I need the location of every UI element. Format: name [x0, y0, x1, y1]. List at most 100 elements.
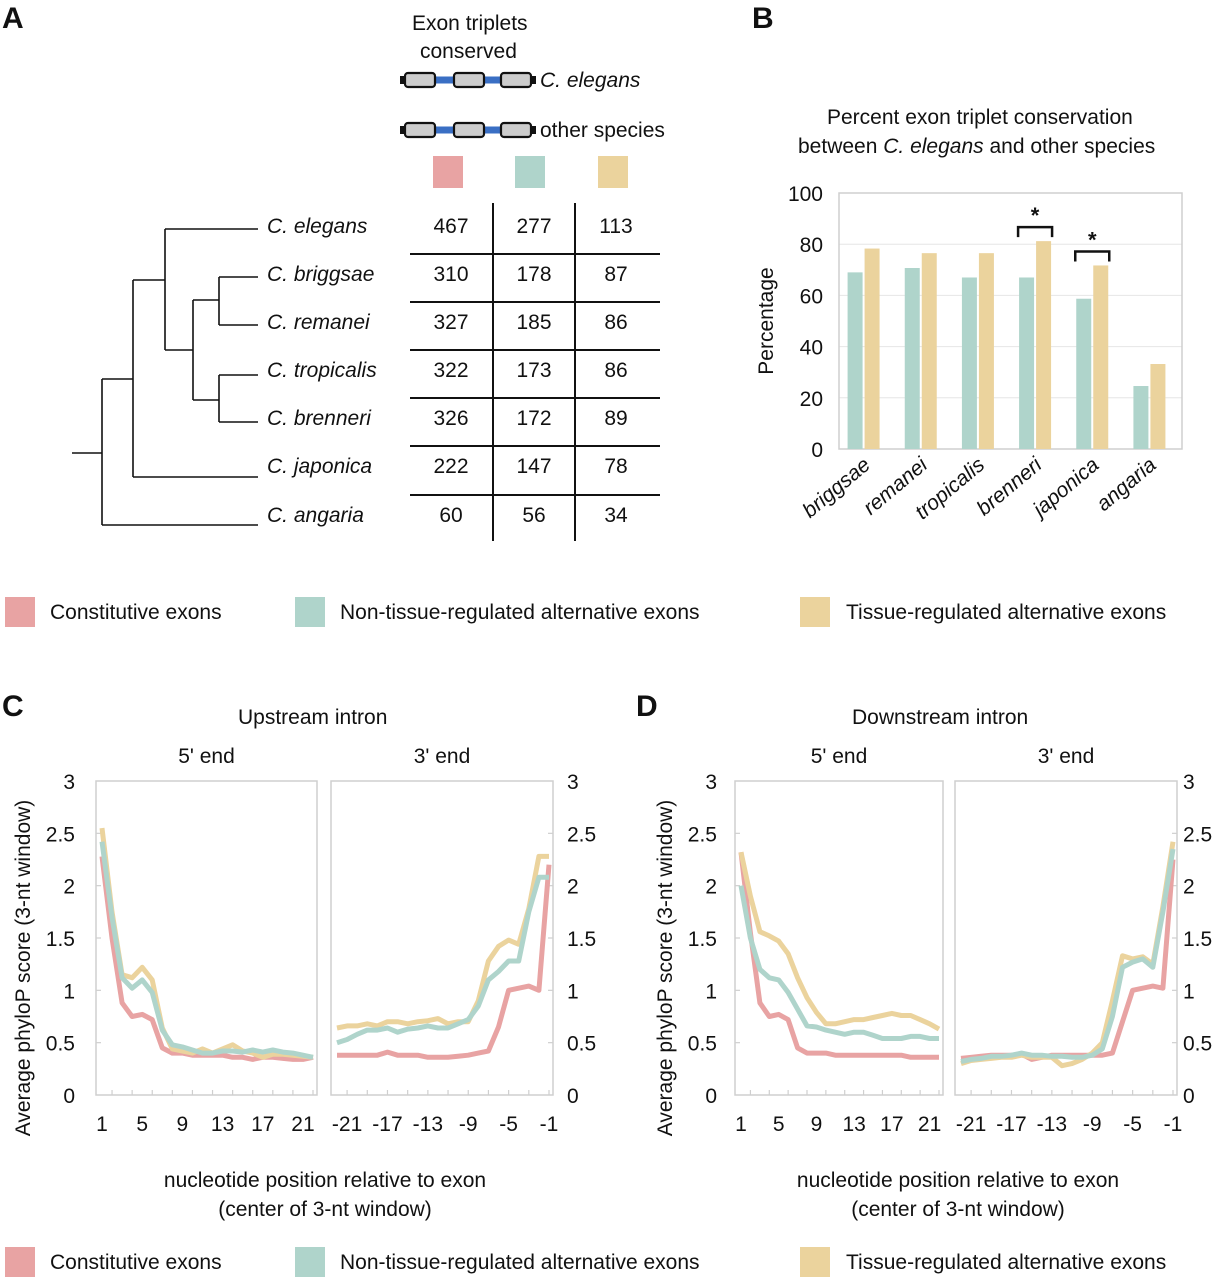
species-label: C. brenneri	[267, 407, 371, 430]
diagram-label-other: other species	[540, 119, 665, 142]
y-tick-label-right: 1	[567, 980, 579, 1003]
chart-b-title-pre: between	[798, 135, 884, 158]
table-cell: 277	[516, 215, 552, 238]
series-line-constitutive	[99, 856, 314, 1062]
series-line-constitutive	[337, 864, 552, 1060]
legend-bottom: Constitutive exons Non-tissue-regulated a…	[0, 1245, 1232, 1285]
y-tick-label-right: 2	[1183, 876, 1195, 899]
exon-end-cap	[532, 76, 536, 84]
table-cell: 467	[433, 215, 469, 238]
y-axis-label: Average phyloP score (3-nt window)	[654, 800, 677, 1137]
exon-box	[452, 121, 486, 139]
legend-top: Constitutive exons Non-tissue-regulated a…	[0, 595, 1232, 635]
legend-label: Tissue-regulated alternative exons	[846, 1251, 1167, 1274]
table-cell: 89	[604, 407, 628, 430]
exon-box	[452, 71, 486, 89]
y-axis-label: Percentage	[755, 267, 778, 374]
panel-c-letter: C	[2, 690, 24, 723]
legend-label: Non-tissue-regulated alternative exons	[340, 1251, 700, 1274]
bar-tissue	[864, 248, 880, 449]
table-cell: 34	[604, 504, 628, 527]
y-tick-label-left: 2.5	[46, 823, 75, 846]
x-tick-label: -5	[499, 1113, 518, 1136]
exon-end-cap	[400, 126, 404, 134]
table-cell: 86	[604, 311, 628, 334]
bar-non_tissue	[1019, 277, 1035, 449]
table-row: 327 185 86	[410, 311, 660, 339]
x-axis-label-line1: nucleotide position relative to exon	[164, 1169, 486, 1192]
table-row-divider	[410, 493, 660, 496]
table-row: 310 178 87	[410, 263, 660, 291]
bar-non_tissue	[1133, 386, 1149, 449]
series-line-tissue	[99, 827, 314, 1060]
species-label: C. briggsae	[267, 263, 375, 286]
line-chart-c: 0 0 0.5 0.5 1 1 1.5 1.5 2 2 2.5 2.5 3 3 Average phyloP…	[12, 745, 596, 1221]
plot-frame	[954, 780, 1178, 1096]
legend-label: Constitutive exons	[50, 1251, 222, 1274]
series-line-non_tissue	[99, 841, 314, 1060]
subpanel-five-prime: 5' end 1 5 9 13 17 21	[734, 745, 944, 1136]
column-swatch-tissue	[598, 156, 628, 188]
panel-a-header-line2: conserved	[420, 40, 517, 63]
table-cell: 113	[599, 215, 633, 238]
y-tick-label-left: 1	[63, 980, 75, 1003]
series-line-tissue	[336, 853, 549, 1031]
phylogenetic-tree	[72, 228, 258, 526]
chart-c-title: Upstream intron	[238, 706, 388, 729]
bar-non_tissue	[904, 268, 920, 449]
y-tick-label-right: 3	[567, 771, 579, 794]
y-tick-label-right: 0.5	[567, 1033, 596, 1056]
species-label: C. angaria	[267, 504, 364, 527]
x-tick-label: 9	[177, 1113, 189, 1136]
table-column-divider	[492, 203, 494, 541]
y-tick-label-left: 1.5	[688, 928, 717, 951]
y-tick-label-left: 1	[705, 980, 717, 1003]
plot-frame	[838, 192, 1183, 450]
y-tick-label: 100	[788, 183, 823, 206]
y-tick-label-left: 2	[705, 876, 717, 899]
y-tick-label-right: 1.5	[567, 928, 596, 951]
legend-label: Tissue-regulated alternative exons	[846, 601, 1167, 624]
table-cell: 173	[516, 359, 552, 382]
series-line-non_tissue	[738, 885, 939, 1041]
x-tick-label: 1	[96, 1113, 108, 1136]
x-tick-label: -9	[459, 1113, 478, 1136]
diagram-label-elegans: C. elegans	[540, 69, 641, 92]
x-tick-label: 9	[811, 1113, 823, 1136]
subpanel-title: 5' end	[811, 745, 868, 768]
bar-tissue	[921, 253, 937, 449]
bar-tissue	[978, 253, 994, 449]
bar-non_tissue	[847, 272, 863, 449]
x-tick-label: -9	[1083, 1113, 1102, 1136]
y-tick-label-right: 1	[1183, 980, 1195, 1003]
exon-end-cap	[400, 76, 404, 84]
significance-star: *	[1031, 203, 1040, 228]
x-tick-label: 1	[735, 1113, 747, 1136]
species-label: C. elegans	[267, 215, 368, 238]
bar-tissue	[1036, 241, 1052, 449]
table-row-divider	[410, 349, 660, 351]
x-tick-label: angaria	[1092, 453, 1160, 516]
x-axis-label-line2: (center of 3-nt window)	[218, 1198, 432, 1221]
x-axis-label-line2: (center of 3-nt window)	[851, 1198, 1065, 1221]
table-cell: 327	[433, 311, 469, 334]
table-cell: 78	[604, 455, 628, 478]
y-tick-label-left: 3	[705, 771, 717, 794]
exon-triplet-diagram	[400, 71, 536, 139]
chart-b-title-species: C. elegans	[883, 135, 984, 158]
exon-box	[403, 71, 437, 89]
y-tick-label-right: 1.5	[1183, 928, 1212, 951]
table-cell: 222	[433, 455, 469, 478]
exon-end-cap	[532, 126, 536, 134]
x-tick-label: 21	[291, 1113, 314, 1136]
y-tick-label: 60	[800, 285, 823, 308]
table-row-divider	[410, 301, 660, 303]
x-tick-label: -13	[413, 1113, 443, 1136]
x-tick-label: 5	[773, 1113, 785, 1136]
exon-box	[499, 71, 533, 89]
x-tick-label: 17	[251, 1113, 274, 1136]
y-tick-label: 80	[800, 234, 823, 257]
y-tick-label-right: 0.5	[1183, 1033, 1212, 1056]
table-cell: 310	[433, 263, 469, 286]
significance-star: *	[1088, 227, 1097, 252]
